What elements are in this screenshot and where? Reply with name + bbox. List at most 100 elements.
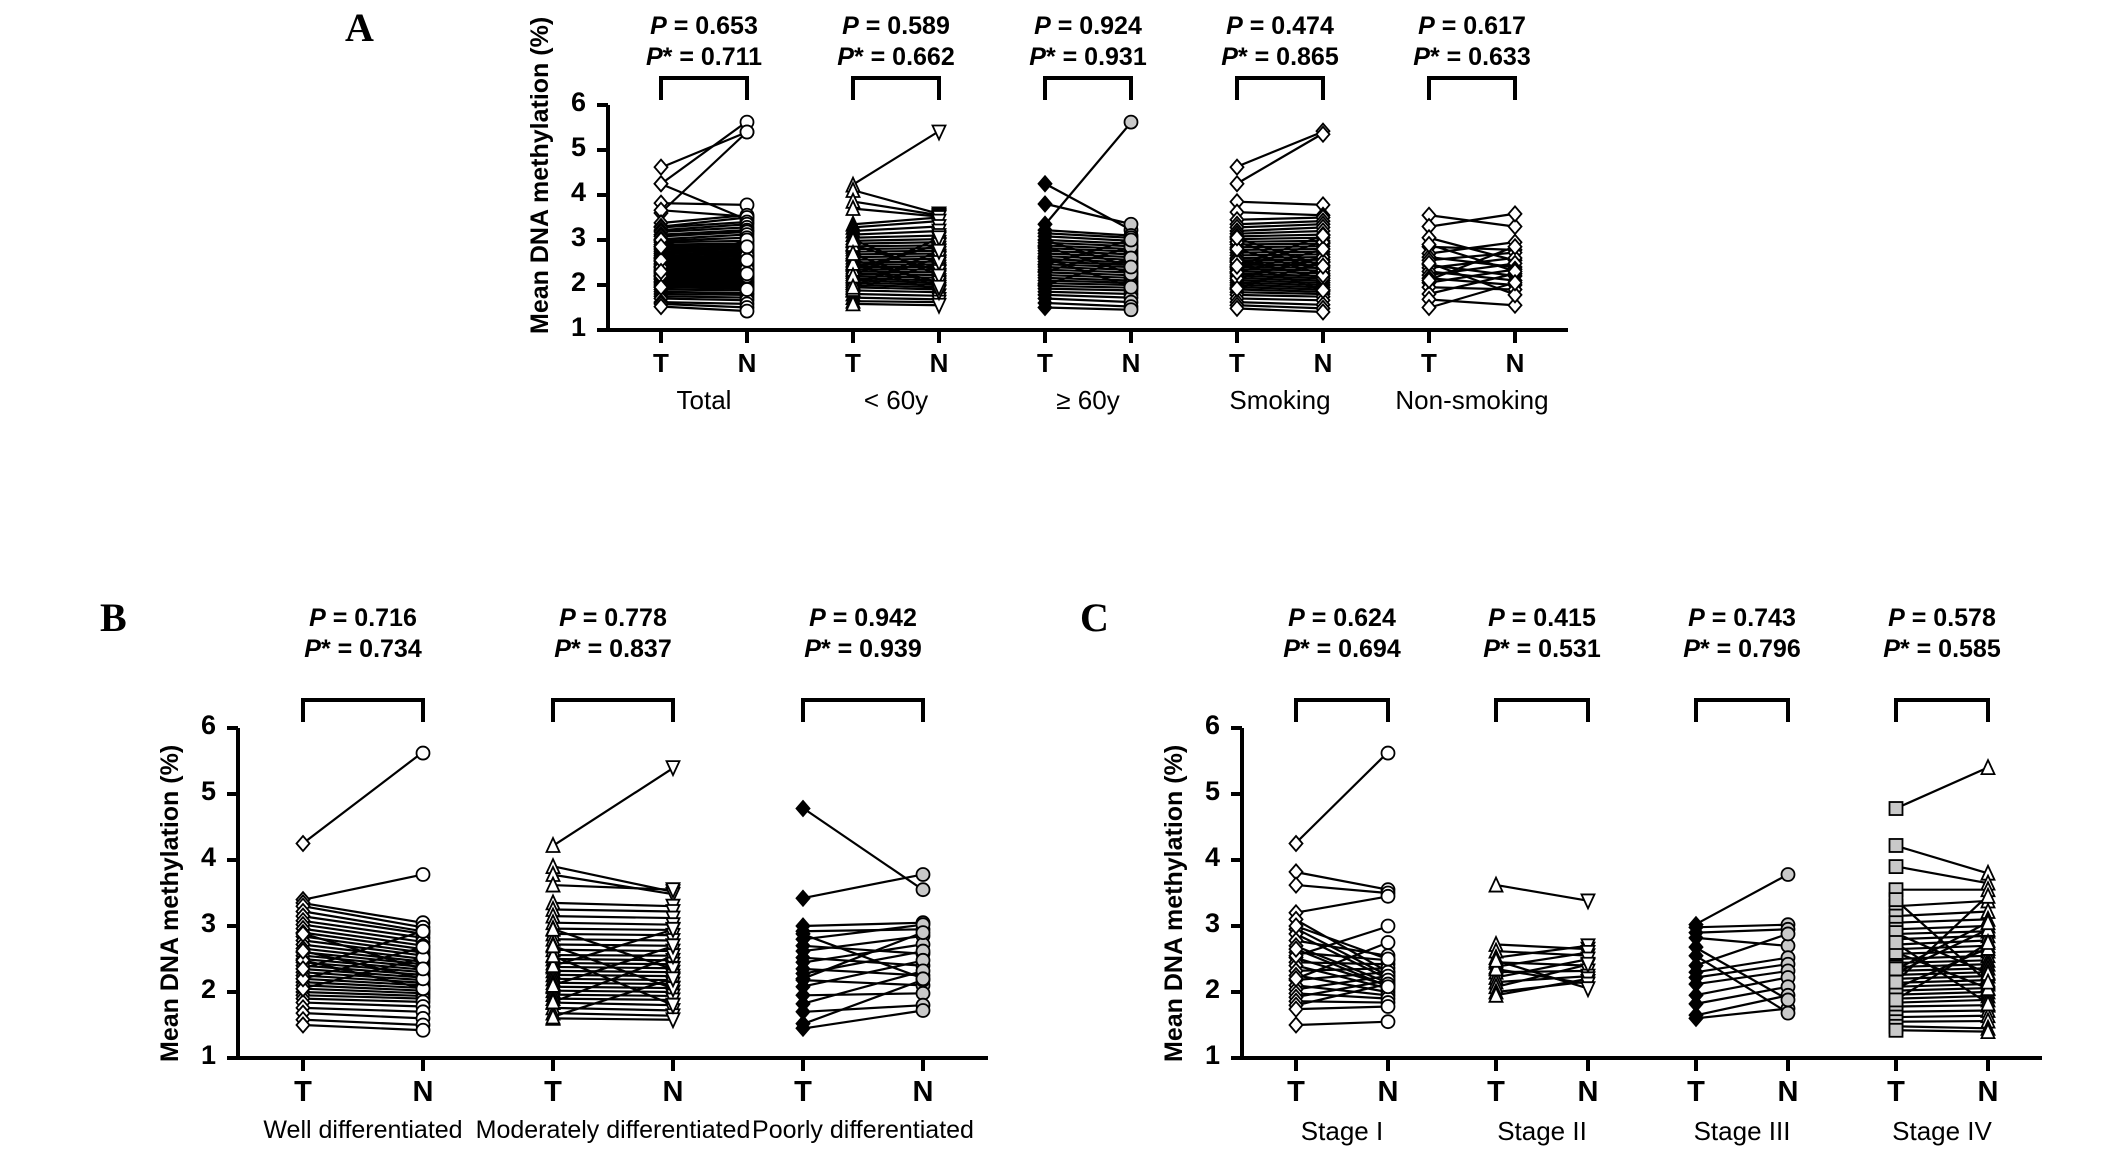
p-value-label: P = 0.942 — [809, 604, 917, 632]
pair-series — [1888, 757, 1996, 1040]
y-tick-label: 4 — [200, 842, 216, 872]
p-value-label: P = 0.653 — [650, 12, 758, 40]
y-tick-label: 1 — [200, 1040, 216, 1070]
p-star-value-label: P* = 0.865 — [1221, 43, 1339, 71]
pair-series — [1688, 867, 1796, 1028]
pair-series — [295, 745, 431, 1038]
p-star-value-label: P* = 0.734 — [304, 635, 422, 663]
p-value-label: P = 0.924 — [1034, 12, 1142, 40]
y-tick-label: 3 — [1204, 908, 1220, 938]
x-tick-label: T — [1687, 1076, 1705, 1108]
y-tick-label: 5 — [570, 132, 586, 162]
panel-c-letter: C — [1080, 595, 1109, 640]
x-tick-label: T — [1421, 348, 1437, 378]
x-tick-label: N — [929, 348, 949, 378]
p-value-label: P = 0.578 — [1888, 604, 1996, 632]
group-label: Stage II — [1497, 1116, 1587, 1146]
panel-b-letter: B — [100, 595, 127, 640]
x-tick-label: N — [1577, 1076, 1599, 1108]
panel-c: C 1 2 3 4 5 6 Mean DNA methylation (%) T N Stage … — [1070, 560, 2126, 1171]
y-tick-label: 1 — [1204, 1040, 1220, 1070]
x-tick-label: N — [1505, 348, 1525, 378]
p-star-value-label: P* = 0.585 — [1883, 635, 2001, 663]
y-tick-label: 6 — [200, 710, 216, 740]
x-tick-label: N — [1313, 348, 1333, 378]
x-tick-label: T — [653, 348, 669, 378]
pair-series — [845, 124, 947, 315]
x-tick-label: T — [1887, 1076, 1905, 1108]
p-value-label: P = 0.589 — [842, 12, 950, 40]
x-tick-label: N — [912, 1076, 934, 1108]
p-star-value-label: P* = 0.931 — [1029, 43, 1147, 71]
plot-canvas-a — [597, 76, 1568, 343]
p-star-value-label: P* = 0.711 — [645, 43, 763, 71]
y-tick-label: 3 — [570, 222, 586, 252]
y-tick-label: 2 — [1204, 974, 1220, 1004]
pair-series — [1288, 745, 1396, 1034]
p-star-value-label: P* = 0.837 — [554, 635, 672, 663]
y-tick-label: 2 — [200, 974, 216, 1004]
y-tick-label: 5 — [1204, 776, 1220, 806]
p-value-label: P = 0.624 — [1288, 604, 1396, 632]
panel-b: B 1 2 3 4 5 6 Mean DNA methylation (%) T N Well d… — [0, 560, 1070, 1171]
group-label: Stage IV — [1892, 1116, 1992, 1146]
p-star-value-label: P* = 0.633 — [1413, 43, 1531, 71]
p-value-label: P = 0.716 — [309, 604, 417, 632]
group-label: Well differentiated — [263, 1116, 463, 1144]
panel-c-plot — [1070, 560, 2126, 1171]
y-tick-label: 4 — [1204, 842, 1220, 872]
group-label: ≥ 60y — [1056, 385, 1120, 415]
group-label: Non-smoking — [1395, 385, 1549, 415]
x-tick-label: N — [1977, 1076, 1999, 1108]
p-value-label: P = 0.743 — [1688, 604, 1796, 632]
group-label: Stage I — [1300, 1116, 1384, 1146]
y-tick-label: 5 — [200, 776, 216, 806]
panel-a: A 1 2 3 4 5 6 Mean DNA methylation (%) T N Total P… — [0, 0, 1700, 545]
y-axis-label: Mean DNA methylation (%) — [1160, 744, 1188, 1062]
p-value-label: P = 0.415 — [1488, 604, 1596, 632]
p-value-label: P = 0.778 — [559, 604, 667, 632]
y-tick-label: 6 — [570, 87, 586, 117]
x-tick-label: T — [294, 1076, 312, 1108]
pair-series — [795, 799, 931, 1038]
p-value-label: P = 0.617 — [1418, 12, 1526, 40]
p-star-value-label: P* = 0.531 — [1483, 635, 1601, 663]
x-tick-label: N — [412, 1076, 434, 1108]
plot-canvas-b — [227, 698, 988, 1071]
x-tick-label: T — [1229, 348, 1245, 378]
y-tick-label: 3 — [200, 908, 216, 938]
group-label: Poorly differentiated — [752, 1116, 974, 1144]
pair-series — [1229, 122, 1331, 321]
y-axis-label: Mean DNA methylation (%) — [526, 16, 554, 334]
x-tick-label: T — [845, 348, 861, 378]
x-tick-label: N — [662, 1076, 684, 1108]
panel-b-plot — [0, 560, 1070, 1171]
x-tick-label: N — [1377, 1076, 1399, 1108]
pair-series — [545, 760, 681, 1030]
x-tick-label: T — [1287, 1076, 1305, 1108]
panel-a-letter: A — [345, 5, 374, 50]
p-star-value-label: P* = 0.939 — [804, 635, 922, 663]
panel-a-plot — [0, 0, 1700, 545]
pair-series — [653, 114, 755, 319]
x-tick-label: N — [737, 348, 757, 378]
pair-series — [1488, 875, 1596, 1003]
p-star-value-label: P* = 0.796 — [1683, 635, 1801, 663]
x-tick-label: T — [794, 1076, 812, 1108]
p-star-value-label: P* = 0.662 — [837, 43, 955, 71]
p-star-value-label: P* = 0.694 — [1283, 635, 1401, 663]
p-value-label: P = 0.474 — [1226, 12, 1334, 40]
group-label: Total — [676, 385, 732, 415]
group-label: Moderately differentiated — [475, 1116, 751, 1144]
x-tick-label: N — [1777, 1076, 1799, 1108]
x-tick-label: T — [1487, 1076, 1505, 1108]
group-label: Smoking — [1229, 385, 1331, 415]
pair-series — [1421, 205, 1523, 317]
pair-series — [1037, 114, 1139, 318]
group-label: Stage III — [1693, 1116, 1791, 1146]
y-tick-label: 2 — [570, 267, 586, 297]
y-tick-label: 4 — [570, 177, 586, 207]
group-label: < 60y — [863, 385, 929, 415]
y-tick-label: 6 — [1204, 710, 1220, 740]
x-tick-label: T — [1037, 348, 1053, 378]
